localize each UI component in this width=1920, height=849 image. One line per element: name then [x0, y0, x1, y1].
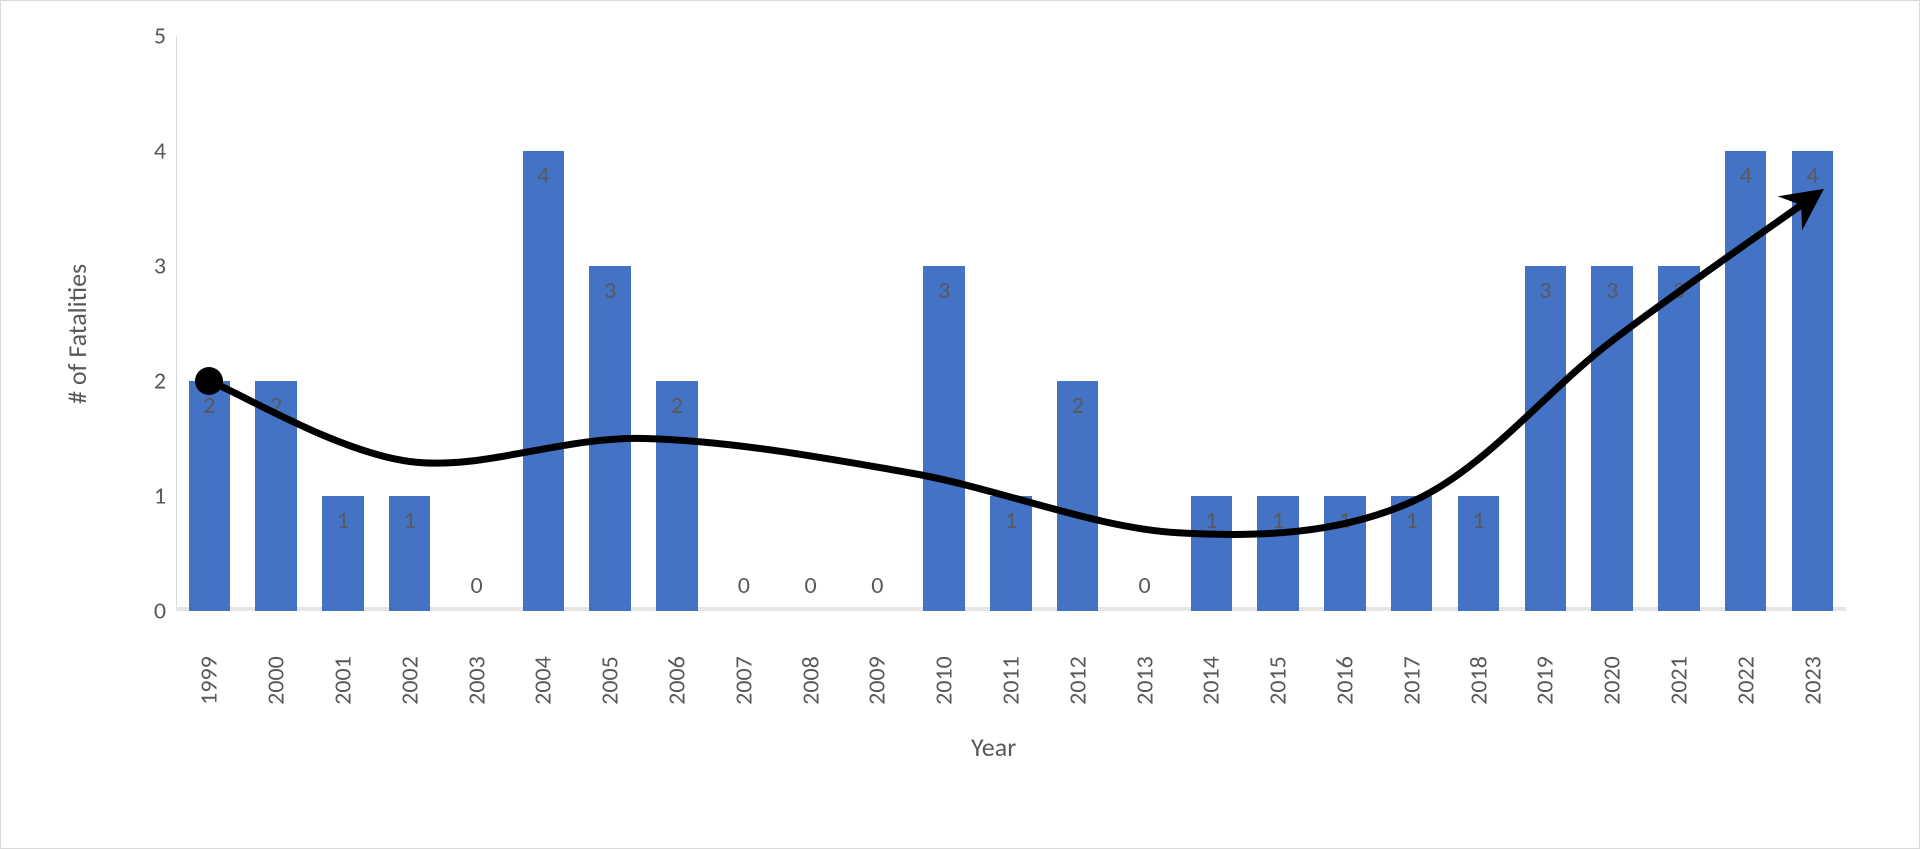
- y-tick-label: 1: [126, 482, 166, 511]
- y-axis-title: # of Fatalities: [61, 263, 93, 403]
- x-tick-label: 2014: [1197, 656, 1226, 705]
- y-tick-label: 0: [126, 597, 166, 626]
- x-tick-label: 2020: [1598, 656, 1627, 705]
- x-tick-label: 2007: [729, 656, 758, 705]
- x-axis-title: Year: [971, 731, 1016, 763]
- x-tick-label: 2011: [997, 656, 1026, 705]
- x-tick-label: 2003: [462, 656, 491, 705]
- x-tick-label: 2010: [930, 656, 959, 705]
- x-tick-label: 2009: [863, 656, 892, 705]
- x-tick-label: 2015: [1264, 656, 1293, 705]
- y-tick-label: 4: [126, 137, 166, 166]
- chart-frame: 2211043200031201111133344 # of Fatalitie…: [0, 0, 1920, 849]
- x-tick-label: 2004: [529, 656, 558, 705]
- x-tick-label: 2008: [796, 656, 825, 705]
- x-tick-label: 2006: [663, 656, 692, 705]
- x-tick-label: 2019: [1531, 656, 1560, 705]
- trend-line: [176, 36, 1846, 611]
- x-tick-label: 2016: [1331, 656, 1360, 705]
- x-tick-label: 2017: [1397, 656, 1426, 705]
- x-tick-label: 2002: [395, 656, 424, 705]
- x-tick-label: 2012: [1063, 656, 1092, 705]
- x-tick-label: 2023: [1798, 656, 1827, 705]
- x-tick-label: 2000: [262, 656, 291, 705]
- x-tick-label: 2005: [596, 656, 625, 705]
- y-tick-label: 2: [126, 367, 166, 396]
- x-tick-label: 2022: [1731, 656, 1760, 705]
- y-tick-label: 3: [126, 252, 166, 281]
- plot-area: 2211043200031201111133344: [176, 36, 1846, 611]
- x-tick-label: 2001: [329, 656, 358, 705]
- x-tick-label: 2013: [1130, 656, 1159, 705]
- x-tick-label: 2018: [1464, 656, 1493, 705]
- y-tick-label: 5: [126, 22, 166, 51]
- x-tick-label: 2021: [1665, 656, 1694, 705]
- x-tick-label: 1999: [195, 656, 224, 705]
